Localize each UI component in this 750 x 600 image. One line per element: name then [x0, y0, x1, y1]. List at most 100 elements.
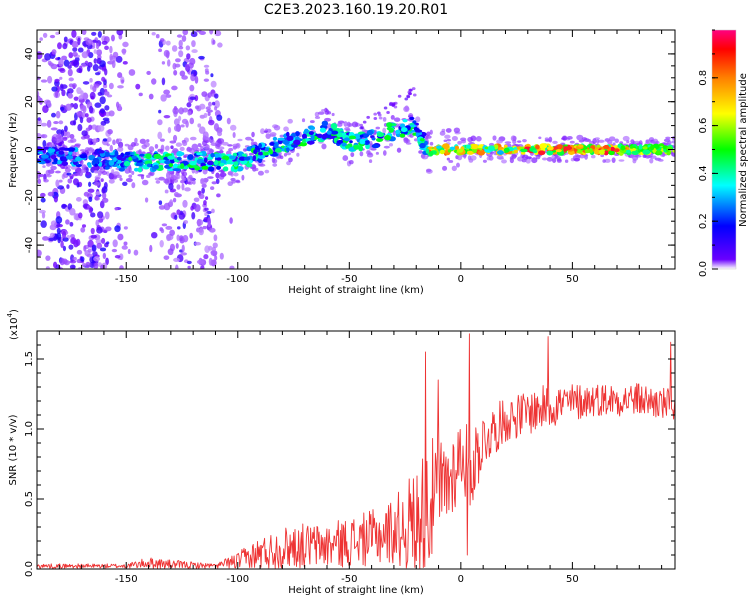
spectrogram-cell	[95, 191, 101, 196]
spectrogram-cell	[521, 159, 527, 163]
spectrogram-cell	[337, 120, 345, 124]
spectrogram-cell	[165, 145, 170, 151]
spectrogram-cell	[451, 165, 457, 172]
spectrogram-cell	[92, 157, 100, 164]
spectrogram-cell	[104, 45, 109, 51]
spectrogram-cell	[209, 30, 214, 35]
spectrogram-cell	[274, 148, 283, 153]
spectrogram-cell	[504, 141, 512, 144]
spectrogram-cell	[37, 249, 42, 257]
spectrogram-cell	[42, 140, 47, 148]
spectrogram-cell	[212, 242, 218, 249]
spectrogram-cell	[460, 137, 467, 142]
spectrogram-cell	[97, 211, 104, 219]
spectrogram-cell	[179, 146, 185, 152]
spectrogram-cell	[101, 40, 108, 45]
spectrogram-cell	[53, 195, 58, 203]
spectrogram-cell	[375, 137, 384, 142]
spectrogram-cell	[303, 128, 309, 134]
spectrogram-cell	[200, 178, 205, 183]
spectrogram-cell	[556, 144, 564, 150]
spectrogram-cell	[68, 52, 74, 59]
spectrogram-cell	[138, 92, 143, 97]
spectrogram-cell	[248, 159, 253, 164]
spectrogram-cell	[351, 121, 359, 128]
spectrogram-cell	[386, 111, 390, 115]
spectrogram-cell	[285, 131, 290, 137]
spectrogram-cell	[49, 34, 56, 39]
spectrogram-cell	[203, 254, 209, 260]
spectrogram-cell	[620, 145, 626, 151]
spectrogram-cell	[546, 150, 554, 156]
spectrogram-cell	[671, 140, 675, 144]
spectrogram-cell	[180, 180, 185, 184]
spectrogram-cell	[468, 158, 474, 163]
spectrogram-cell	[552, 140, 558, 145]
spectrogram-cell	[189, 232, 193, 239]
spectrogram-cell	[366, 115, 370, 119]
spectrogram-cell	[117, 72, 123, 79]
spectrogram-cell	[55, 31, 60, 36]
spectrogram-cell	[187, 265, 191, 269]
spectrogram-cell	[204, 207, 209, 211]
spectrogram-cell	[324, 117, 332, 122]
spectrogram-cell	[77, 47, 84, 53]
snr-scale-base: (x10	[9, 317, 20, 340]
spectrogram-cell	[51, 112, 56, 118]
spectrogram-cell	[80, 168, 87, 174]
spectrogram-xtick-label: 50	[566, 274, 579, 285]
spectrogram-cell	[250, 138, 254, 142]
spectrogram-cell	[273, 142, 279, 149]
spectrogram-cell	[161, 77, 166, 86]
spectrogram-cell	[96, 242, 103, 249]
spectrogram-cell	[611, 157, 616, 163]
spectrogram-cell	[69, 174, 74, 179]
spectrogram-cell	[608, 136, 616, 142]
spectrogram-cell	[45, 266, 50, 269]
spectrogram-cell	[112, 157, 117, 162]
spectrogram-cell	[233, 172, 239, 177]
spectrogram-cell	[116, 154, 123, 161]
spectrogram-cell	[358, 145, 364, 152]
spectrogram-cell	[409, 116, 415, 121]
spectrogram-cell	[415, 116, 421, 123]
spectrogram-cell	[538, 150, 546, 156]
spectrogram-cell	[345, 144, 350, 149]
spectrogram-cell	[331, 112, 335, 117]
spectrogram-cell	[273, 125, 281, 131]
spectrogram-cell	[139, 138, 147, 144]
spectrogram-cell	[336, 140, 344, 144]
spectrogram-cell	[555, 149, 562, 153]
spectrogram-cell	[629, 153, 634, 159]
spectrogram-cell	[449, 146, 456, 151]
spectrogram-cell	[343, 121, 348, 127]
colorbar-tick-label: 0.6	[698, 118, 709, 134]
spectrogram-cell	[436, 145, 442, 149]
spectrogram-cell	[471, 143, 479, 150]
spectrogram-cell	[371, 137, 376, 141]
spectrogram-cell	[158, 109, 162, 114]
spectrogram-cell	[76, 68, 83, 74]
spectrogram-cell	[330, 123, 338, 129]
spectrogram-cell	[542, 157, 548, 161]
spectrogram-cell	[189, 160, 197, 166]
spectrogram-cell	[194, 204, 201, 212]
spectrogram-cell	[456, 162, 460, 168]
spectrogram-cell	[216, 165, 222, 170]
spectrogram-cell	[63, 137, 68, 140]
spectrogram-cell	[535, 144, 540, 150]
spectrogram-cell	[213, 153, 220, 158]
spectrogram-cell	[117, 146, 124, 152]
spectrogram-cell	[69, 259, 77, 264]
spectrogram-cell	[181, 244, 185, 253]
spectrogram-cell	[97, 124, 105, 132]
spectrogram-cell	[391, 102, 396, 106]
spectrogram-cell	[54, 170, 61, 174]
spectrogram-cell	[119, 141, 124, 148]
spectrogram-cell	[101, 237, 106, 244]
spectrogram-cell	[456, 148, 464, 153]
spectrogram-cell	[124, 168, 131, 174]
spectrogram-cell	[419, 142, 426, 149]
spectrogram-cell	[306, 140, 315, 145]
spectrogram-cell	[573, 157, 581, 162]
